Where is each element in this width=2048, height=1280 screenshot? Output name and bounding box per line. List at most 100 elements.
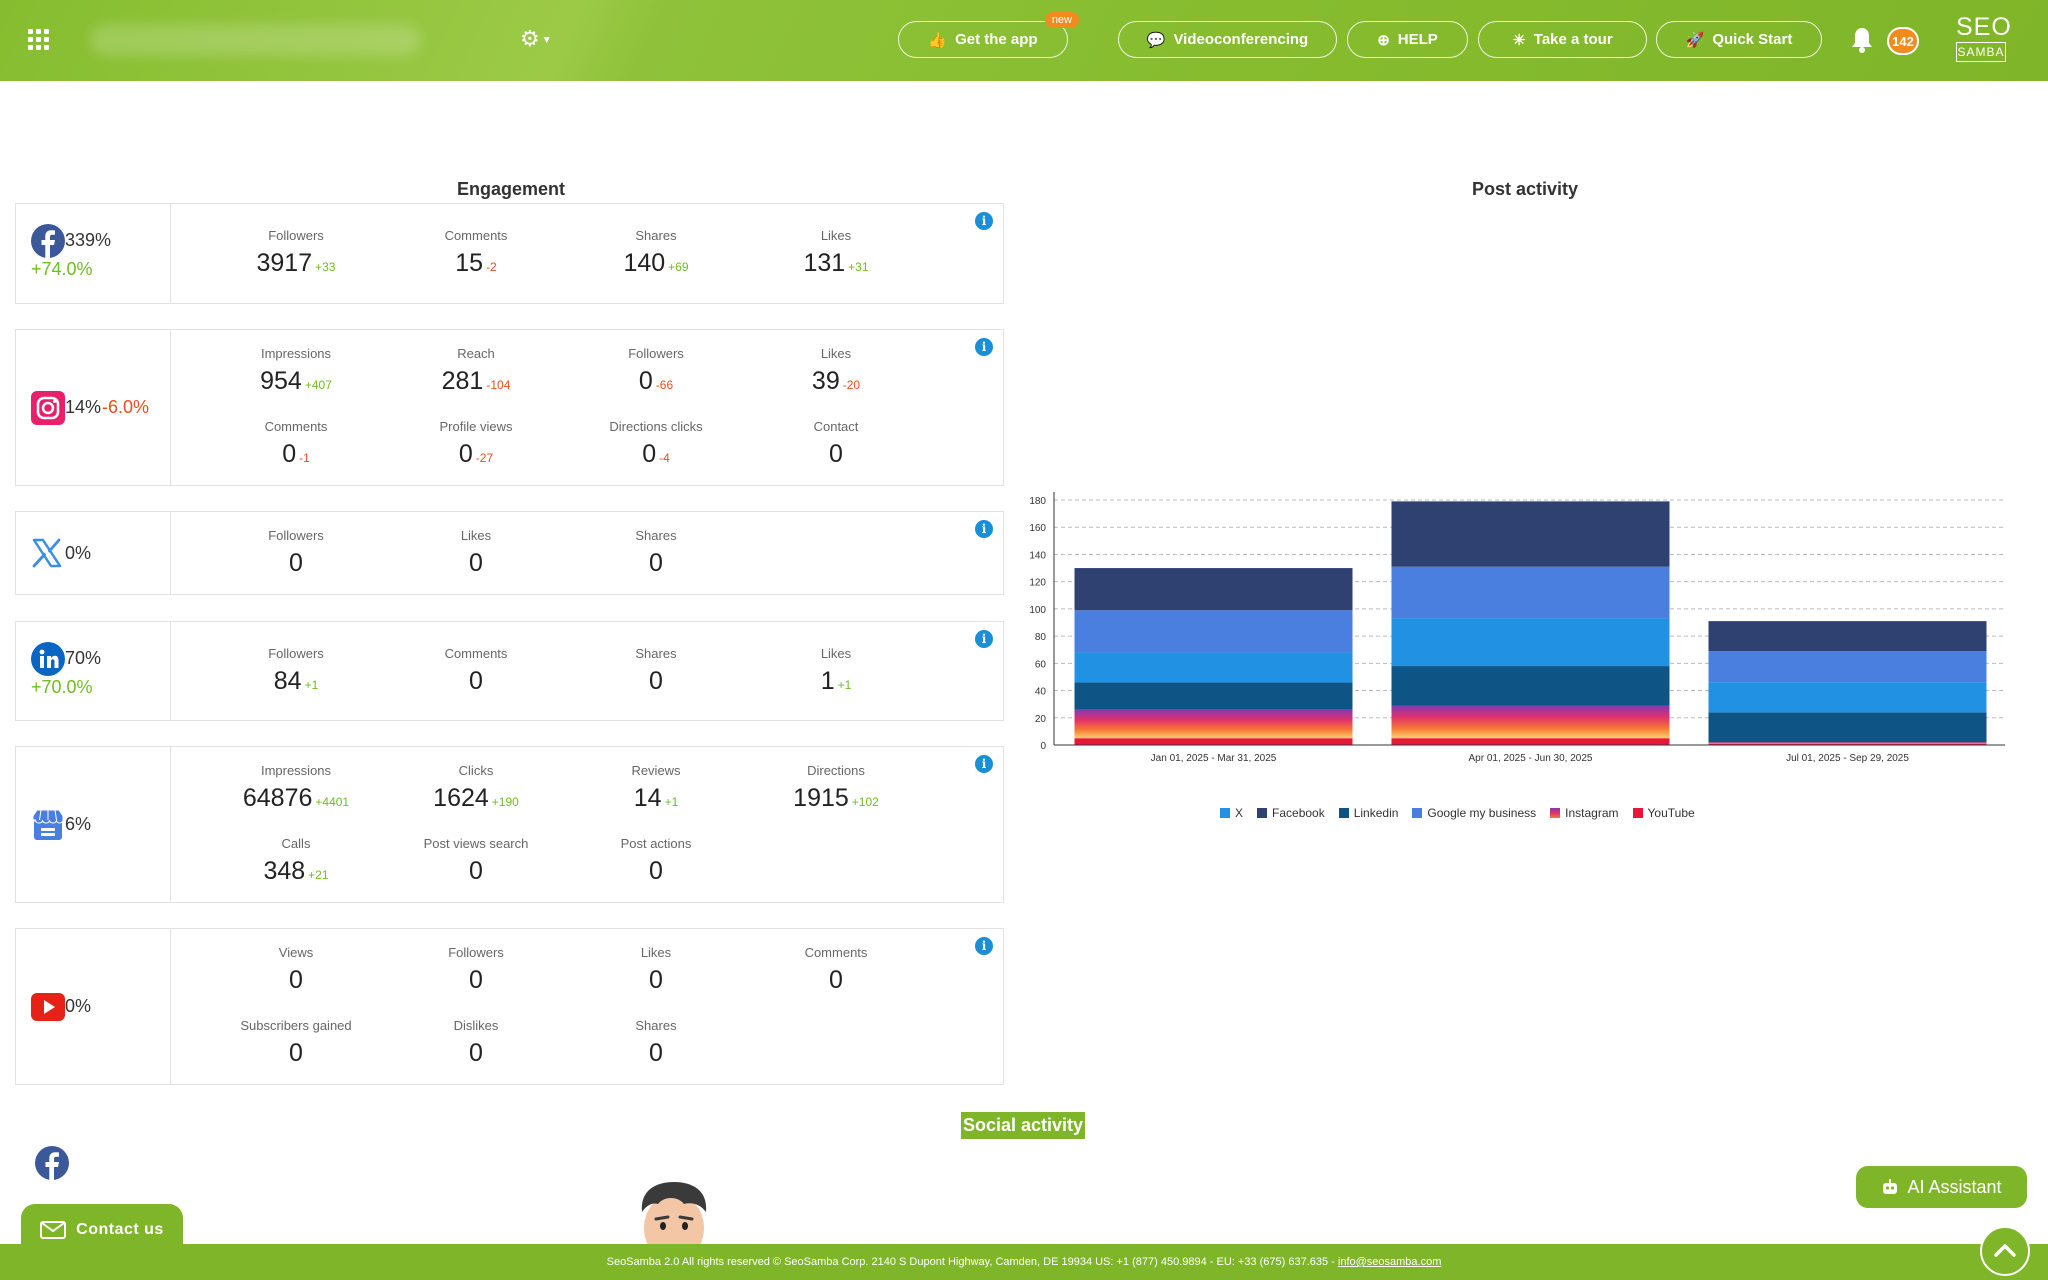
metric-label: Shares xyxy=(635,528,677,543)
metric-label: Subscribers gained xyxy=(240,1018,352,1033)
metric-value: 0 xyxy=(649,549,663,577)
metric-label: Followers xyxy=(628,346,684,361)
instagram-engagement-card: 14% -6.0% Impressions 954 +407 Reach 281-… xyxy=(15,329,1004,486)
metric: Directions clicks 0 -4 xyxy=(566,419,746,474)
seosamba-logo[interactable]: SEO SAMBA xyxy=(1956,14,2011,66)
take-tour-button[interactable]: ☀ Take a tour xyxy=(1478,21,1647,58)
metric-value: 0 xyxy=(289,549,303,577)
metric-value: 0 xyxy=(829,440,843,468)
x-engagement-card: 0% Followers 0 Likes 0 Shares 0 i xyxy=(15,511,1004,595)
legend-item[interactable]: Linkedin xyxy=(1338,806,1398,820)
footer-email-link[interactable]: info@seosamba.com xyxy=(1337,1256,1442,1268)
info-icon[interactable]: i xyxy=(975,937,993,955)
info-icon[interactable]: i xyxy=(975,212,993,230)
facebook-summary: 339% +74.0% xyxy=(16,204,171,303)
help-button[interactable]: ⊕ HELP xyxy=(1347,21,1468,58)
videoconferencing-label: Videoconferencing xyxy=(1173,31,1309,48)
linkedin-summary: 70% +70.0% xyxy=(16,622,171,720)
legend-item[interactable]: Facebook xyxy=(1257,806,1325,820)
get-app-button[interactable]: 👍 Get the app new xyxy=(898,12,1079,58)
youtube-icon xyxy=(31,993,65,1021)
quick-start-button[interactable]: 🚀 Quick Start xyxy=(1656,21,1822,58)
metric-value: 84 xyxy=(273,667,302,695)
gmb-summary: 6% xyxy=(16,747,171,902)
notification-count-badge[interactable]: 142 xyxy=(1887,27,1919,55)
bar-segment-x xyxy=(1391,618,1670,667)
metric: Comments 0 xyxy=(386,646,566,697)
legend-swatch xyxy=(1412,808,1423,818)
metric-label: Shares xyxy=(635,646,677,661)
info-icon[interactable]: i xyxy=(975,338,993,356)
metric: Followers 0 xyxy=(386,945,566,996)
x-logo-icon xyxy=(32,538,62,568)
new-badge: new xyxy=(1044,12,1079,28)
metric-change: +1 xyxy=(837,678,852,692)
linkedin-icon xyxy=(31,642,65,676)
metric-value: 0 xyxy=(469,667,483,695)
y-tick-label: 20 xyxy=(1035,714,1047,725)
metric-value: 0 xyxy=(289,1039,303,1067)
scroll-to-top-button[interactable] xyxy=(1980,1226,2030,1276)
info-icon[interactable]: i xyxy=(975,755,993,773)
metric-label: Likes xyxy=(820,228,852,243)
y-tick-label: 160 xyxy=(1029,523,1046,534)
top-bar: ⚙ ▼ 👍 Get the app new 💬 Videoconferencing… xyxy=(0,0,2048,81)
get-app-label: Get the app xyxy=(955,31,1038,48)
metric-change: +1 xyxy=(304,678,319,692)
metric-label: Impressions xyxy=(260,763,332,778)
metric-label: Likes xyxy=(820,646,852,661)
bar-segment-facebook xyxy=(1074,568,1353,611)
youtube-percent: 0% xyxy=(65,996,92,1016)
metric-value: 348 xyxy=(263,857,306,885)
ai-assistant-button[interactable]: AI Assistant xyxy=(1856,1166,2027,1208)
facebook-percent: 339% xyxy=(65,230,112,250)
bell-icon[interactable] xyxy=(1850,26,1874,54)
contact-us-button[interactable]: Contact us xyxy=(21,1204,183,1256)
legend-item[interactable]: YouTube xyxy=(1632,806,1695,820)
y-tick-label: 40 xyxy=(1035,687,1047,698)
facebook-icon[interactable] xyxy=(35,1146,69,1180)
legend-swatch xyxy=(1632,808,1643,818)
metric-value: 0 xyxy=(829,966,843,994)
bar-segment-youtube xyxy=(1391,738,1670,745)
metric-value: 0 xyxy=(649,966,663,994)
y-tick-label: 120 xyxy=(1029,578,1046,589)
metric: Followers 84 +1 xyxy=(206,646,386,701)
legend-item[interactable]: Instagram xyxy=(1550,806,1619,820)
metric-change: -2 xyxy=(486,260,497,274)
quick-start-label: Quick Start xyxy=(1712,31,1793,48)
y-tick-label: 80 xyxy=(1035,632,1047,643)
lightbulb-icon: ☀ xyxy=(1512,31,1526,49)
videoconferencing-button[interactable]: 💬 Videoconferencing xyxy=(1118,21,1337,58)
bar-segment-linkedin xyxy=(1074,682,1353,710)
logo-bottom-text: SAMBA xyxy=(1956,42,2006,62)
legend-item[interactable]: X xyxy=(1220,806,1243,820)
social-activity-title: Social activity xyxy=(961,1112,1086,1139)
x-summary: 0% xyxy=(16,512,171,594)
metric-change: +1 xyxy=(664,795,679,809)
metric-value: 0 xyxy=(469,857,483,885)
chevron-up-icon xyxy=(1994,1244,2016,1257)
metric-label: Calls xyxy=(281,836,311,851)
instagram-delta: -6.0% xyxy=(102,397,150,417)
thumbs-up-icon: 👍 xyxy=(928,31,948,49)
metric-label: Reviews xyxy=(631,763,681,778)
legend-item[interactable]: Google my business xyxy=(1412,806,1536,820)
apps-grid-icon[interactable] xyxy=(28,29,50,51)
metric-value: 0 xyxy=(642,440,657,468)
metric: Likes 131 +31 xyxy=(746,228,926,283)
metric: Profile views 0 -27 xyxy=(386,419,566,474)
footer-text: SeoSamba 2.0 All rights reserved © SeoSa… xyxy=(606,1256,1338,1268)
metric-value: 0 xyxy=(638,367,653,395)
linkedin-percent: 70% xyxy=(65,648,102,668)
metric-label: Comments xyxy=(444,228,508,243)
metric: Contact 0 xyxy=(746,419,926,470)
info-icon[interactable]: i xyxy=(975,520,993,538)
engagement-title: Engagement xyxy=(457,179,566,199)
settings-gear-icon[interactable]: ⚙ ▼ xyxy=(520,26,552,51)
bar-segment-youtube xyxy=(1708,743,1987,745)
info-icon[interactable]: i xyxy=(975,630,993,648)
metric-label: Impressions xyxy=(260,346,332,361)
y-tick-label: 0 xyxy=(1040,741,1046,752)
metric-value: 64876 xyxy=(242,784,313,812)
